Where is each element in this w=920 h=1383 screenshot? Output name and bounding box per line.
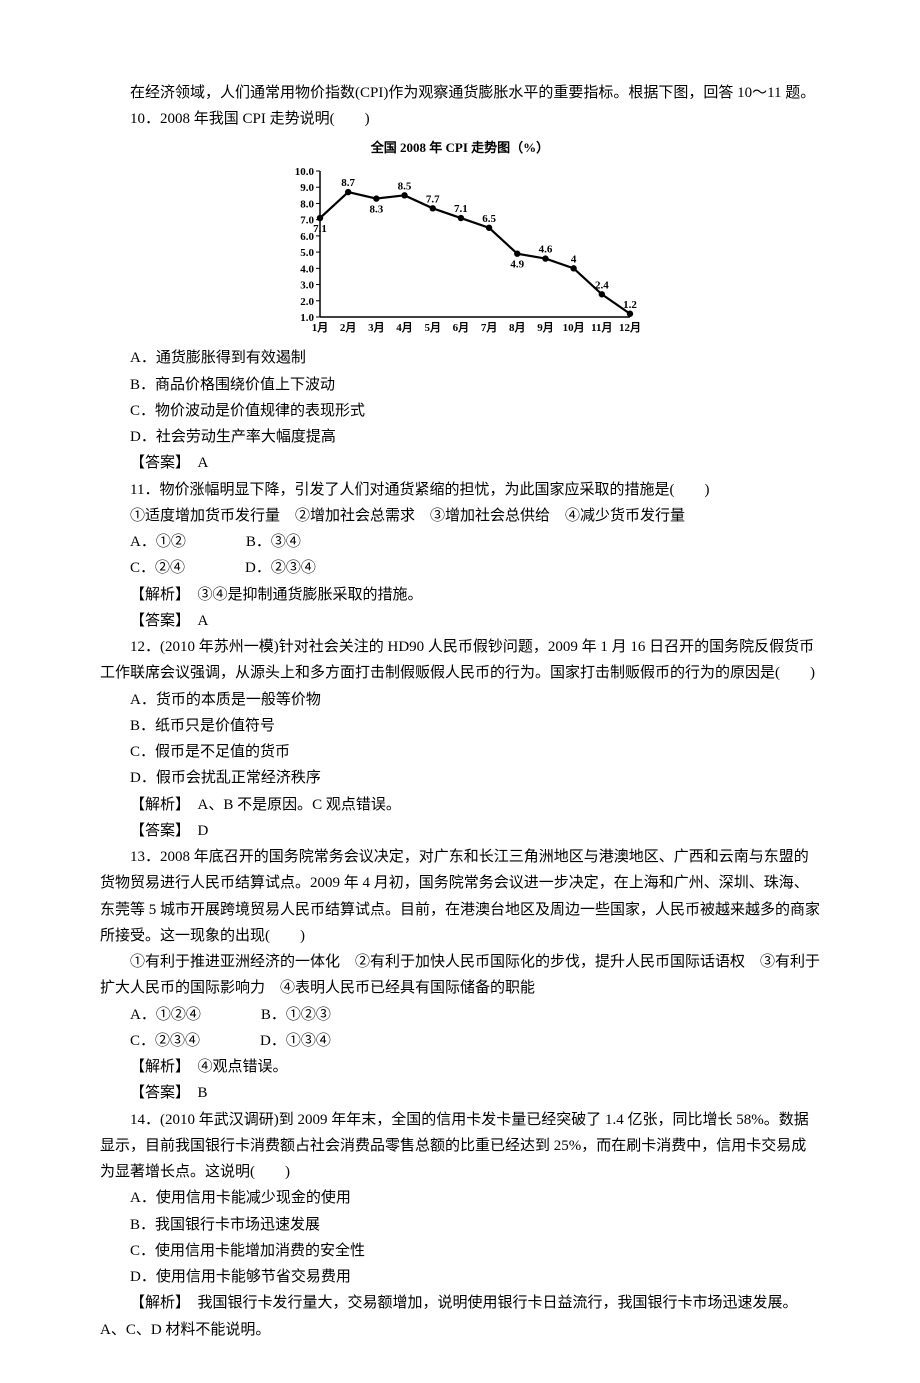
svg-text:7.7: 7.7 bbox=[426, 194, 440, 206]
q11-optA: A．①② B．③④ bbox=[100, 529, 820, 555]
q10-optD: D．社会劳动生产率大幅度提高 bbox=[100, 424, 820, 450]
svg-text:6月: 6月 bbox=[453, 321, 470, 334]
svg-text:4.6: 4.6 bbox=[539, 244, 553, 256]
svg-text:1.2: 1.2 bbox=[623, 299, 637, 311]
q14-optA: A．使用信用卡能减少现金的使用 bbox=[100, 1185, 820, 1211]
svg-text:8.7: 8.7 bbox=[341, 177, 355, 189]
svg-text:8月: 8月 bbox=[509, 321, 526, 334]
svg-text:9.0: 9.0 bbox=[300, 182, 314, 194]
svg-text:5.0: 5.0 bbox=[300, 247, 314, 259]
q12-stem: 12．(2010 年苏州一模)针对社会关注的 HD90 人民币假钞问题，2009… bbox=[100, 634, 820, 687]
svg-text:9月: 9月 bbox=[537, 321, 554, 334]
q14-optB: B．我国银行卡市场迅速发展 bbox=[100, 1212, 820, 1238]
svg-text:3月: 3月 bbox=[368, 321, 385, 334]
q10-optA: A．通货膨胀得到有效遏制 bbox=[100, 345, 820, 371]
svg-text:12月: 12月 bbox=[619, 321, 640, 334]
q13-answer: 【答案】 B bbox=[100, 1080, 820, 1106]
svg-text:8.3: 8.3 bbox=[369, 204, 383, 216]
svg-text:2月: 2月 bbox=[340, 321, 357, 334]
svg-text:3.0: 3.0 bbox=[300, 280, 314, 292]
svg-text:11月: 11月 bbox=[591, 321, 612, 334]
q12-optD: D．假币会扰乱正常经济秩序 bbox=[100, 765, 820, 791]
svg-text:7.1: 7.1 bbox=[454, 203, 468, 215]
svg-text:8.0: 8.0 bbox=[300, 199, 314, 211]
q10-answer: 【答案】 A bbox=[100, 450, 820, 476]
q12-jiexi: 【解析】 A、B 不是原因。C 观点错误。 bbox=[100, 792, 820, 818]
q11-choices: ①适度增加货币发行量 ②增加社会总需求 ③增加社会总供给 ④减少货币发行量 bbox=[100, 503, 820, 529]
q13-jiexi: 【解析】 ④观点错误。 bbox=[100, 1054, 820, 1080]
svg-text:7.1: 7.1 bbox=[313, 223, 327, 235]
q11-answer: 【答案】 A bbox=[100, 608, 820, 634]
q11-optC: C．②④ D．②③④ bbox=[100, 555, 820, 581]
q12-answer: 【答案】 D bbox=[100, 818, 820, 844]
svg-text:2.4: 2.4 bbox=[595, 280, 609, 292]
svg-text:2.0: 2.0 bbox=[300, 296, 314, 308]
svg-text:4.9: 4.9 bbox=[510, 259, 524, 271]
svg-text:7月: 7月 bbox=[481, 321, 498, 334]
q13-optC: C．②③④ D．①③④ bbox=[100, 1028, 820, 1054]
svg-text:4月: 4月 bbox=[396, 321, 413, 334]
q10-optB: B．商品价格围绕价值上下波动 bbox=[100, 372, 820, 398]
svg-text:5月: 5月 bbox=[424, 321, 441, 334]
q14-stem: 14．(2010 年武汉调研)到 2009 年年末，全国的信用卡发卡量已经突破了… bbox=[100, 1107, 820, 1186]
q10-optC: C．物价波动是价值规律的表现形式 bbox=[100, 398, 820, 424]
svg-text:4.0: 4.0 bbox=[300, 264, 314, 276]
q14-optC: C．使用信用卡能增加消费的安全性 bbox=[100, 1238, 820, 1264]
svg-text:8.5: 8.5 bbox=[398, 181, 412, 193]
svg-text:4: 4 bbox=[571, 254, 577, 266]
q12-optA: A．货币的本质是一般等价物 bbox=[100, 687, 820, 713]
q11-stem: 11．物价涨幅明显下降，引发了人们对通货紧缩的担忧，为此国家应采取的措施是( ) bbox=[100, 477, 820, 503]
q13-choices: ①有利于推进亚洲经济的一体化 ②有利于加快人民币国际化的步伐，提升人民币国际话语… bbox=[100, 949, 820, 1002]
q14-jiexi: 【解析】 我国银行卡发行量大，交易额增加，说明使用银行卡日益流行，我国银行卡市场… bbox=[100, 1290, 820, 1343]
q12-optB: B．纸币只是价值符号 bbox=[100, 713, 820, 739]
cpi-line-chart: 1.02.03.04.05.06.07.08.09.010.01月2月3月4月5… bbox=[280, 161, 640, 341]
q10-stem: 10．2008 年我国 CPI 走势说明( ) bbox=[100, 106, 820, 132]
svg-text:6.5: 6.5 bbox=[482, 213, 496, 225]
passage-intro: 在经济领域，人们通常用物价指数(CPI)作为观察通货膨胀水平的重要指标。根据下图… bbox=[100, 80, 820, 106]
q13-optA: A．①②④ B．①②③ bbox=[100, 1002, 820, 1028]
q13-stem: 13．2008 年底召开的国务院常务会议决定，对广东和长江三角洲地区与港澳地区、… bbox=[100, 844, 820, 949]
q14-optD: D．使用信用卡能够节省交易费用 bbox=[100, 1264, 820, 1290]
chart-title: 全国 2008 年 CPI 走势图（%） bbox=[100, 137, 820, 160]
q12-optC: C．假币是不足值的货币 bbox=[100, 739, 820, 765]
svg-text:10月: 10月 bbox=[563, 321, 585, 334]
cpi-chart: 全国 2008 年 CPI 走势图（%） 1.02.03.04.05.06.07… bbox=[100, 137, 820, 342]
q11-jiexi: 【解析】 ③④是抑制通货膨胀采取的措施。 bbox=[100, 582, 820, 608]
svg-text:10.0: 10.0 bbox=[295, 166, 315, 178]
svg-text:1月: 1月 bbox=[312, 321, 329, 334]
